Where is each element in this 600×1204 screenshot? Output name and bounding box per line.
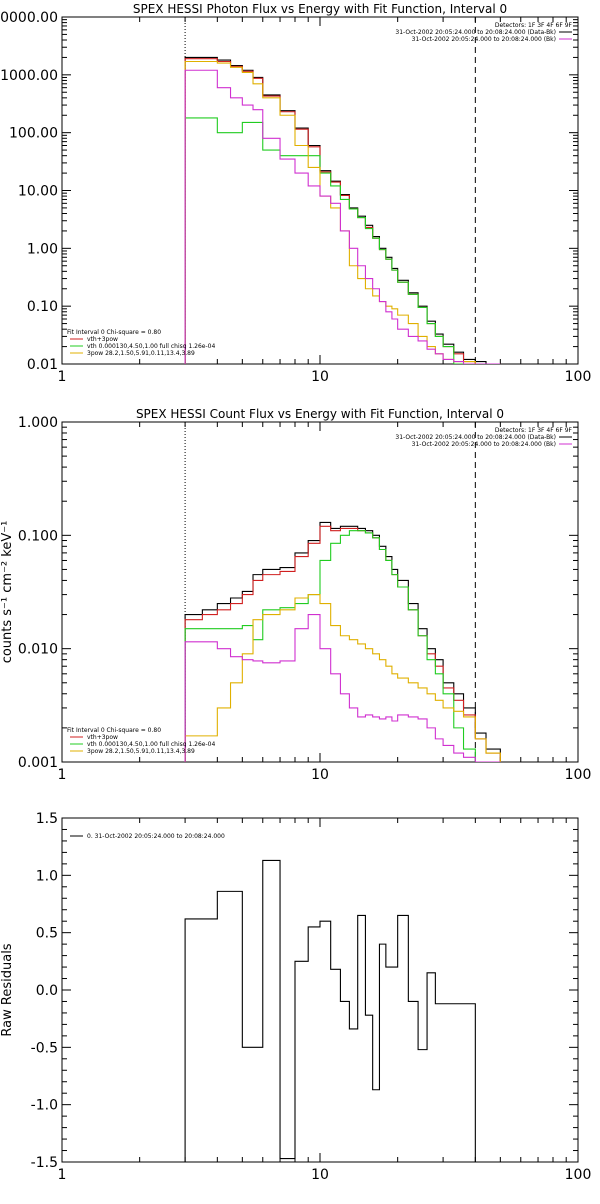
legend-right-text: 31-Oct-2002 20:05:24.000 to 20:08:24.000…: [395, 29, 556, 36]
y-tick-label: -1.5: [31, 1155, 58, 1171]
series-line-4: [184, 614, 501, 762]
chart-panel-0: SPEX HESSI Photon Flux vs Energy with Fi…: [0, 2, 591, 385]
series-group: [184, 521, 501, 762]
series-group: [184, 859, 476, 1162]
y-tick-label: 1.5: [36, 811, 58, 827]
y-tick-label: 100.00: [9, 126, 58, 142]
plot-frame: [61, 817, 579, 1163]
legend-right-text: 31-Oct-2002 20:05:24.000 to 20:08:24.000…: [395, 434, 556, 441]
x-tick-label: 1: [58, 369, 67, 385]
series-line-4: [184, 69, 501, 364]
chart-panel-1: SPEX HESSI Count Flux vs Energy with Fit…: [0, 407, 591, 783]
legend-right-text: Detectors: 1F 3F 4F 6F 9F: [495, 427, 573, 434]
legend-right-text: Detectors: 1F 3F 4F 6F 9F: [495, 22, 573, 29]
y-tick-label: 0.100: [18, 528, 58, 544]
x-tick-label: 10: [311, 767, 329, 783]
series-line-0: [184, 521, 501, 762]
chart-title: SPEX HESSI Count Flux vs Energy with Fit…: [136, 407, 504, 421]
legend-left-text: vth+3pow: [87, 336, 118, 343]
y-tick-label: 10000.00: [0, 10, 58, 26]
series-line-0: [184, 859, 476, 1162]
y-tick-label: 1.00: [27, 241, 58, 257]
legend-left-text: vth+3pow: [87, 734, 118, 741]
series-line-2: [184, 530, 501, 762]
y-tick-label: 1.0: [36, 868, 58, 884]
y-tick-label: 0.010: [18, 642, 58, 658]
y-tick-label: 0.10: [27, 299, 58, 315]
legend-left-text: Fit Interval 0 Chi-square = 0.80: [67, 329, 161, 336]
legend-left-text: 3pow 28.2,1.50,5.91,0.11,13.4,3.89: [87, 748, 195, 755]
legend-left-text: Fit Interval 0 Chi-square = 0.80: [67, 727, 161, 734]
x-tick-label: 10: [311, 1167, 329, 1183]
series-line-1: [184, 58, 501, 364]
x-tick-label: 1: [58, 1167, 67, 1183]
x-tick-label: 100: [565, 369, 592, 385]
x-tick-label: 100: [565, 767, 592, 783]
series-line-3: [184, 594, 501, 762]
legend-right-text: 31-Oct-2002 20:05:24.000 to 20:08:24.000…: [412, 36, 556, 43]
legend-left-text: vth 0.000130,4.50,1.00 full chisq 1.26e-…: [87, 343, 215, 350]
y-tick-label: 1.000: [18, 415, 58, 431]
y-axis-label: counts s⁻¹ cm⁻² keV⁻¹: [0, 521, 15, 664]
y-tick-label: 0.0: [36, 983, 58, 999]
series-line-3: [184, 60, 501, 364]
legend-right-text: 31-Oct-2002 20:05:24.000 to 20:08:24.000…: [412, 441, 556, 448]
legend-left-text: vth 0.000130,4.50,1.00 full chisq 1.26e-…: [87, 741, 215, 748]
y-tick-label: 1000.00: [0, 68, 58, 84]
chart-title: SPEX HESSI Photon Flux vs Energy with Fi…: [133, 2, 507, 16]
legend-left-text: 3pow 28.2,1.50,5.91,0.11,13.4,3.89: [87, 350, 195, 357]
legend-left-text: 0. 31-Oct-2002 20:05:24.000 to 20:08:24.…: [87, 833, 225, 840]
series-line-1: [184, 525, 501, 762]
y-axis-label: Raw Residuals: [0, 943, 15, 1036]
x-tick-label: 10: [311, 369, 329, 385]
x-tick-label: 100: [565, 1167, 592, 1183]
y-tick-label: 10.00: [18, 184, 58, 200]
y-tick-label: -0.5: [31, 1040, 58, 1056]
series-line-2: [184, 117, 501, 364]
y-tick-label: -1.0: [31, 1098, 58, 1114]
chart-panel-2: Raw Residuals 1 10 100 -1.5 -1.0 -0.5 0.0 0.5 1.0…: [0, 811, 591, 1183]
series-group: [184, 56, 501, 364]
y-tick-label: 0.5: [36, 926, 58, 942]
y-tick-label: 0.01: [27, 357, 58, 373]
series-line-0: [184, 56, 501, 364]
y-tick-label: 0.001: [18, 755, 58, 771]
x-tick-label: 1: [58, 767, 67, 783]
